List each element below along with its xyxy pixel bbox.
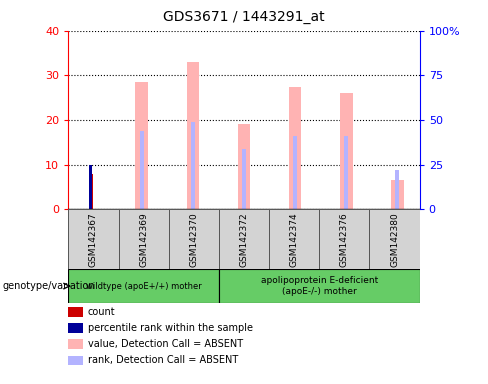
Text: GSM142376: GSM142376 [340,212,349,267]
Text: apolipoprotein E-deficient
(apoE-/-) mother: apolipoprotein E-deficient (apoE-/-) mot… [261,276,378,296]
Text: GDS3671 / 1443291_at: GDS3671 / 1443291_at [163,10,325,23]
Bar [191,122,195,209]
Bar [140,131,144,209]
Bar [89,174,93,209]
Bar [242,149,246,209]
Text: GSM142369: GSM142369 [139,212,148,267]
Bar [135,82,148,209]
Bar [269,209,319,269]
Text: GSM142380: GSM142380 [390,212,399,267]
Text: GSM142370: GSM142370 [189,212,198,267]
Bar [238,124,250,209]
Bar [369,209,420,269]
Bar [169,209,219,269]
Bar [89,165,92,209]
Text: wildtype (apoE+/+) mother: wildtype (apoE+/+) mother [86,281,202,291]
Bar [344,136,348,209]
Bar [319,209,369,269]
Bar [395,170,399,209]
Text: percentile rank within the sample: percentile rank within the sample [88,323,253,333]
Text: genotype/variation: genotype/variation [2,281,95,291]
Text: value, Detection Call = ABSENT: value, Detection Call = ABSENT [88,339,243,349]
Text: GSM142367: GSM142367 [89,212,98,267]
Text: rank, Detection Call = ABSENT: rank, Detection Call = ABSENT [88,355,238,366]
Bar [119,209,169,269]
Bar [186,62,199,209]
Bar [289,86,302,209]
Bar [219,269,420,303]
Bar [391,180,404,209]
Text: count: count [88,307,116,317]
Bar [68,209,119,269]
Bar [293,136,297,209]
Bar [340,93,353,209]
Text: GSM142372: GSM142372 [240,212,248,267]
Bar [219,209,269,269]
Bar [68,269,219,303]
Text: GSM142374: GSM142374 [290,212,299,267]
